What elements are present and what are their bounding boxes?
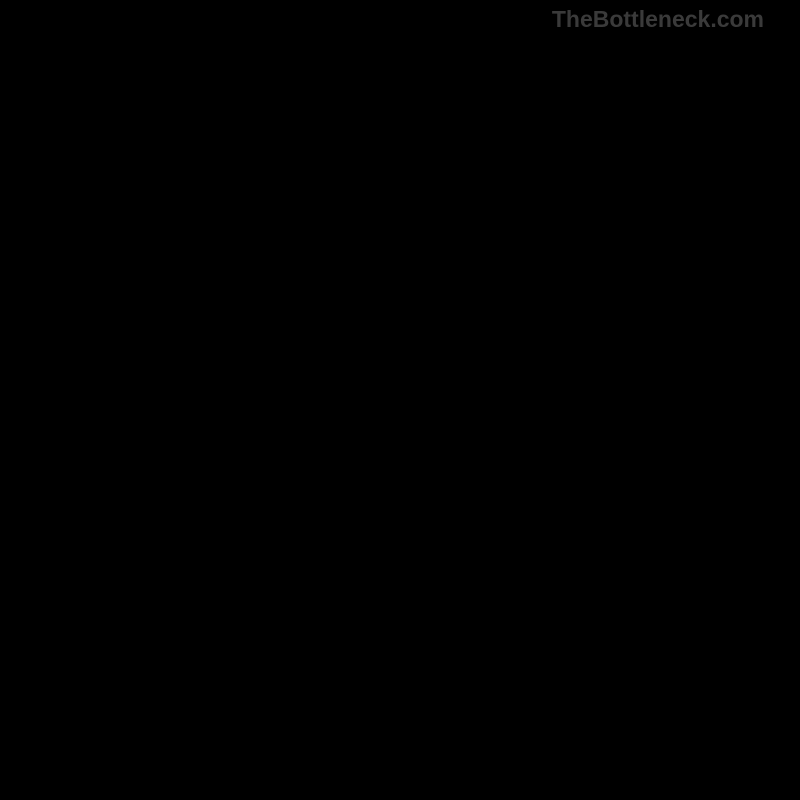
watermark-text: TheBottleneck.com (552, 6, 764, 33)
heatmap-canvas (0, 0, 800, 800)
chart-container: TheBottleneck.com (0, 0, 800, 800)
